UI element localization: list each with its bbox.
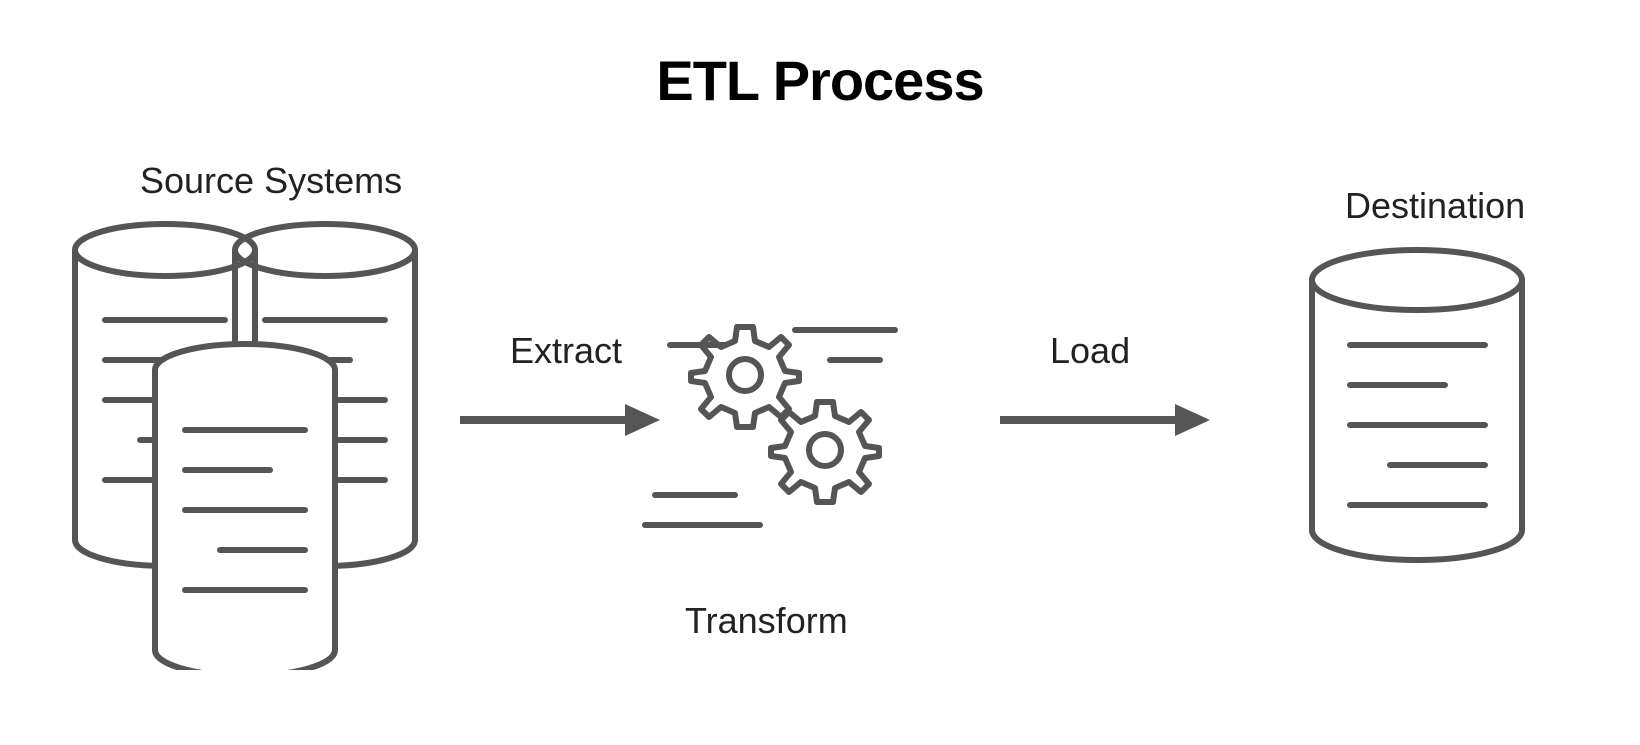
gears-icon <box>630 300 920 550</box>
database-single-icon <box>1305 245 1530 565</box>
load-label: Load <box>1050 330 1130 372</box>
transform-label: Transform <box>685 600 848 642</box>
extract-label: Extract <box>510 330 622 372</box>
etl-diagram: ETL Process Source Systems <box>0 0 1640 745</box>
diagram-title: ETL Process <box>0 48 1640 113</box>
source-systems-label: Source Systems <box>140 160 402 202</box>
database-cluster-icon <box>70 210 430 670</box>
destination-label: Destination <box>1345 185 1525 227</box>
arrow-load-icon <box>1000 404 1210 436</box>
